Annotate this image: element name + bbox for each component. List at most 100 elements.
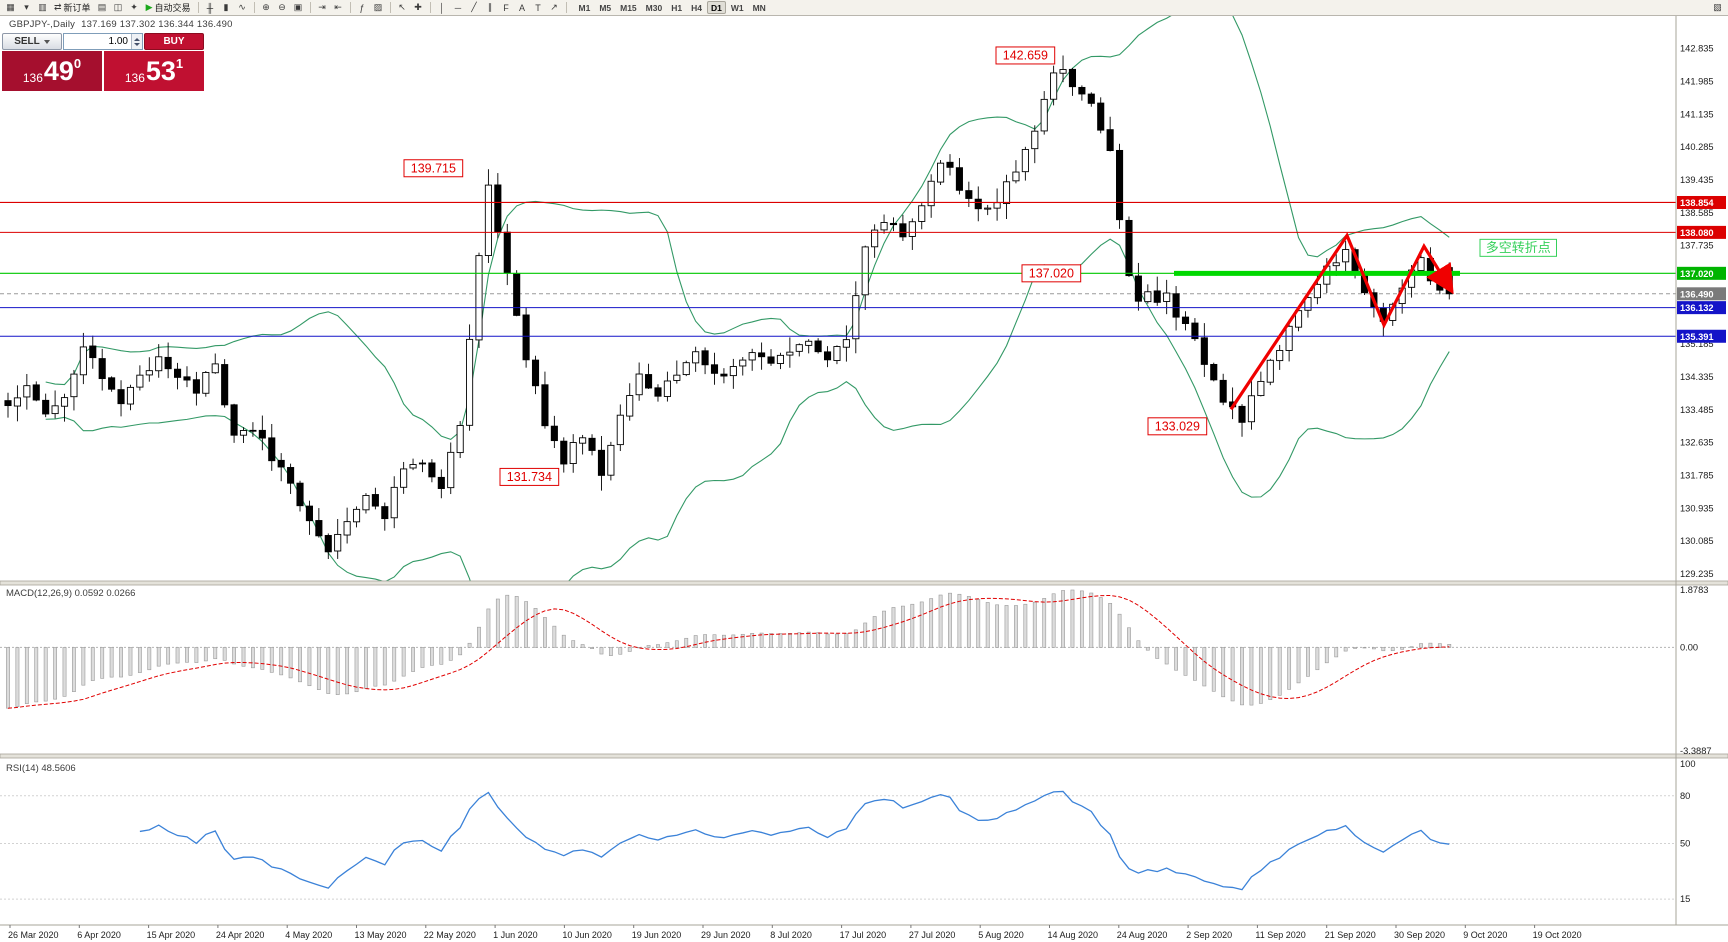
timeframe-d1-button[interactable]: D1: [706, 1, 726, 14]
toolbar-line-chart-button[interactable]: ∿: [235, 1, 250, 15]
text-label-icon: A: [518, 2, 525, 13]
trendline-icon: ╱: [471, 2, 477, 12]
toolbar-new-chart-button[interactable]: ▦: [3, 1, 18, 15]
sell-price-box[interactable]: 136 49 0: [2, 51, 102, 91]
toolbar-text-label-button[interactable]: A: [515, 1, 530, 15]
toolbar-candlestick-chart-button[interactable]: ▮: [219, 1, 234, 15]
buy-price-sup: 1: [175, 56, 184, 71]
new-order-label: 新订单: [63, 3, 91, 13]
volume-stepper[interactable]: 1.00: [63, 33, 143, 50]
annotation-label-box[interactable]: [499, 467, 560, 486]
chart-shift-icon: ⇤: [334, 2, 342, 12]
annotation-label-box[interactable]: [1147, 417, 1208, 436]
rsi-indicator-label: RSI(14) 48.5606: [6, 763, 76, 774]
toolbar-equidistant-channel-button[interactable]: ∥: [483, 1, 498, 15]
macd-scale-label: -3.3887: [1680, 746, 1712, 756]
price-tag-136.490: [1677, 287, 1726, 301]
annotation-label-box[interactable]: [1021, 264, 1082, 283]
toolbar-tile-windows-button[interactable]: ▣: [291, 1, 306, 15]
spinner-down-icon[interactable]: [134, 42, 140, 46]
date-label: 21 Sep 2020: [1325, 930, 1376, 940]
rsi-line: [139, 790, 1450, 891]
timeframe-h4-button[interactable]: H4: [687, 1, 706, 14]
sell-button[interactable]: SELL: [2, 33, 62, 50]
sell-price-big: 49: [43, 55, 74, 86]
toolbar-cursor-button[interactable]: ↖: [395, 1, 410, 15]
toolbar-new-order-button[interactable]: ⇄ 新订单: [51, 1, 94, 15]
toolbar-chart-dropdown-button[interactable]: ▾: [19, 1, 34, 15]
buy-price-big: 53: [145, 55, 176, 86]
buy-button[interactable]: BUY: [144, 33, 204, 50]
bollinger-upper-band[interactable]: [45, 1, 1450, 441]
toolbar-arrow-tool-button[interactable]: ↗: [547, 1, 562, 15]
toolbar-autotrading-button[interactable]: ▶ 自动交易: [143, 1, 194, 15]
timeframe-h1-button[interactable]: H1: [667, 1, 686, 14]
price-tag-138.080: [1677, 225, 1726, 239]
auto-scroll-icon: ⇥: [318, 2, 326, 12]
toolbar-templates-button[interactable]: ▨: [371, 1, 386, 15]
trend-zigzag-arrow[interactable]: [1229, 232, 1454, 411]
timeframe-w1-button[interactable]: W1: [727, 1, 748, 14]
price-tick-label: 130.085: [1680, 536, 1714, 546]
buy-price-box[interactable]: 136 53 1: [104, 51, 204, 91]
timeframe-mn-button[interactable]: MN: [749, 1, 770, 14]
annotation-label-box[interactable]: [995, 46, 1056, 65]
chevron-down-icon: [43, 39, 50, 44]
toolbar-profiles-button[interactable]: ▥: [35, 1, 50, 15]
toolbar-bar-chart-button[interactable]: ╫: [203, 1, 218, 15]
data-window-icon: ◫: [113, 2, 123, 12]
annotation-label-text: 142.659: [1003, 48, 1048, 62]
toolbar-market-watch-button[interactable]: ▤: [95, 1, 110, 15]
price-tick-label: 129.235: [1680, 569, 1714, 579]
zoom-out-icon: ⊖: [278, 2, 286, 12]
price-tick-label: 142.835: [1680, 44, 1714, 54]
pane-separator[interactable]: [0, 753, 1728, 759]
new-order-icon: ⇄: [54, 2, 62, 12]
toolbar-trendline-button[interactable]: ╱: [467, 1, 482, 15]
volume-value[interactable]: 1.00: [108, 36, 128, 47]
volume-spinner[interactable]: [131, 34, 142, 49]
toolbar-vertical-line-button[interactable]: │: [435, 1, 450, 15]
macd-indicator-label: MACD(12,26,9) 0.0592 0.0266: [6, 588, 135, 599]
bar-chart-icon: ╫: [206, 2, 214, 13]
toolbar-indicators-button[interactable]: ƒ: [355, 1, 370, 15]
timeframe-m30-button[interactable]: M30: [642, 1, 667, 14]
timeframe-m1-button[interactable]: M1: [575, 1, 595, 14]
new-chart-icon: ▦: [6, 2, 15, 12]
annotation-label-box[interactable]: [403, 159, 464, 178]
timeframe-m15-button[interactable]: M15: [616, 1, 641, 14]
price-tag-text: 138.854: [1680, 198, 1714, 208]
toolbar-navigator-button[interactable]: ✦: [127, 1, 142, 15]
sell-price-sup: 0: [73, 56, 82, 71]
date-label: 27 Jul 2020: [909, 930, 956, 940]
sell-price-small: 136: [22, 71, 43, 85]
toolbar-text-box-button[interactable]: T: [531, 1, 546, 15]
timeframe-m5-button[interactable]: M5: [595, 1, 615, 14]
toolbar-divider: [565, 2, 567, 13]
date-label: 4 May 2020: [285, 930, 332, 940]
macd-signal-line: [7, 595, 1450, 709]
toolbar-horizontal-line-button[interactable]: ─: [451, 1, 466, 15]
price-tick-label: 130.935: [1680, 503, 1714, 513]
navigator-icon: ✦: [130, 2, 138, 12]
chart-dropdown-icon: ▾: [24, 2, 29, 12]
price-tag-text: 135.391: [1680, 332, 1714, 342]
toolbar-zoom-in-button[interactable]: ⊕: [259, 1, 274, 15]
buy-price-small: 136: [124, 71, 145, 85]
toolbar-chart-shift-button[interactable]: ⇤: [331, 1, 346, 15]
price-tag-138.854: [1677, 195, 1726, 209]
annotation-label-box[interactable]: [1479, 238, 1557, 257]
toolbar-divider: [389, 2, 391, 13]
date-label: 6 Apr 2020: [77, 930, 121, 940]
spinner-up-icon[interactable]: [134, 37, 140, 41]
pane-separator[interactable]: [0, 580, 1728, 586]
arrow-tool-icon: ↗: [550, 2, 558, 12]
toolbar-fibonacci-button[interactable]: F: [499, 1, 514, 15]
toolbar-data-window-button[interactable]: ◫: [111, 1, 126, 15]
toolbar-zoom-out-button[interactable]: ⊖: [275, 1, 290, 15]
toolbar-crosshair-button[interactable]: ✚: [411, 1, 426, 15]
chart-plot-area[interactable]: [0, 16, 1676, 925]
toolbar-auto-scroll-button[interactable]: ⇥: [315, 1, 330, 15]
toolbar-full-screen-button[interactable]: ▧: [1710, 1, 1725, 15]
